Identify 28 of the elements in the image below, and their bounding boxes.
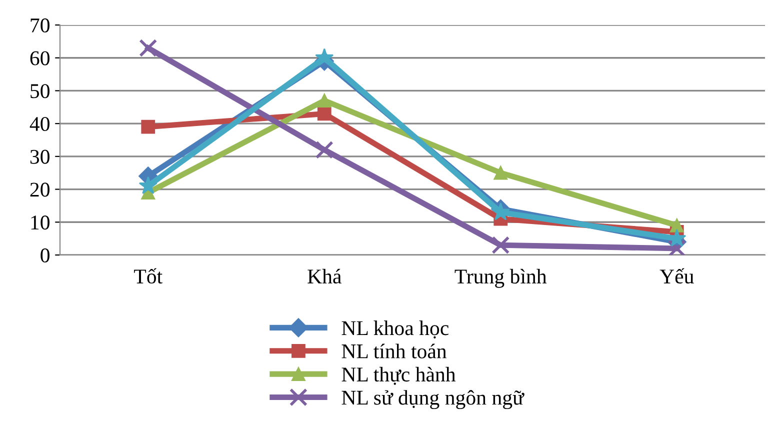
legend-label: NL tính toán xyxy=(342,344,447,358)
legend-label: NL khoa học xyxy=(342,320,449,338)
x-tick-label: Trung bình xyxy=(454,268,547,288)
y-tick-label: 40 xyxy=(30,116,50,132)
legend-label: NL sử dụng ngôn ngữ xyxy=(342,390,524,410)
legend-label: NL thực hành xyxy=(342,366,456,385)
point xyxy=(139,38,158,58)
point xyxy=(317,94,332,108)
point xyxy=(492,236,510,254)
point xyxy=(668,239,686,255)
point xyxy=(141,120,156,134)
y-tick-label: 30 xyxy=(30,150,50,164)
y-tick-label: 10 xyxy=(31,216,50,230)
y-tick-label: 0 xyxy=(40,248,50,262)
point xyxy=(317,106,332,121)
point xyxy=(315,48,334,66)
point xyxy=(491,202,510,220)
point xyxy=(315,140,334,159)
y-tick-label: 50 xyxy=(30,84,50,98)
y-tick-label: 70 xyxy=(30,18,50,32)
y-tick-label: 20 xyxy=(30,182,50,197)
point xyxy=(138,176,158,194)
x-tick-label: Tốt xyxy=(134,268,162,284)
y-tick-label: 60 xyxy=(30,51,50,66)
x-tick-label: Yếu xyxy=(660,268,694,284)
point xyxy=(670,218,684,232)
point xyxy=(494,166,508,180)
x-tick-label: Khá xyxy=(308,268,342,284)
